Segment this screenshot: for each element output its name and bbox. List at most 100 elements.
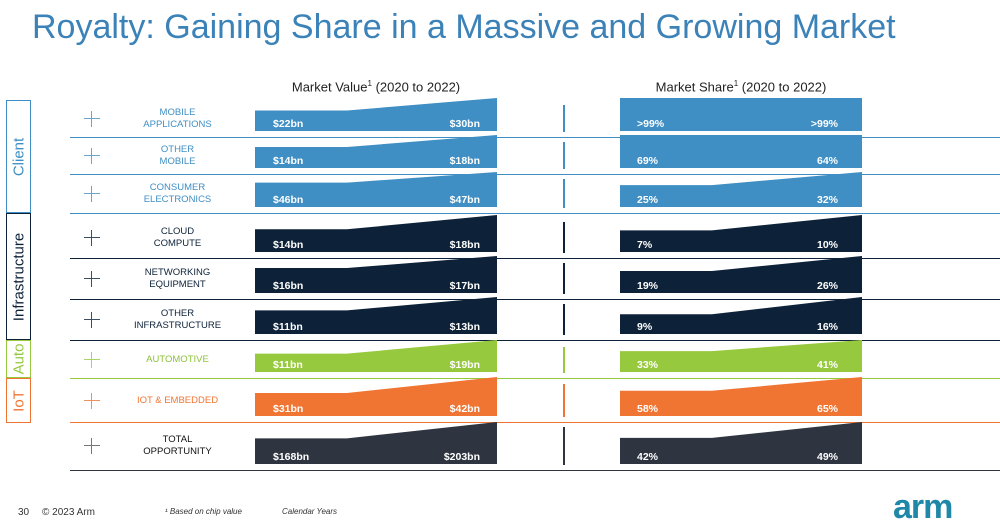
market-share-bar	[620, 135, 862, 168]
market-value-bar	[255, 98, 497, 131]
share-2022-label: 32%	[816, 194, 838, 206]
value-2022-label: $13bn	[449, 321, 480, 333]
market-value-bar	[255, 377, 497, 416]
row-label: IoT & Embedded	[120, 395, 235, 407]
row-label: Mobile Applications	[120, 107, 235, 131]
market-share-bar	[620, 297, 862, 334]
value-2020-label: $168bn	[273, 451, 310, 463]
row-label: Total Opportunity	[120, 434, 235, 458]
row-label-line: Automotive	[146, 354, 209, 365]
column-divider	[563, 222, 565, 253]
share-2022-label: 26%	[816, 280, 838, 292]
market-value-bar	[255, 422, 497, 464]
row-divider	[70, 378, 1000, 379]
share-2022-label: 64%	[816, 155, 838, 167]
calendar-note: Calendar Years	[282, 507, 337, 516]
market-share-bar	[620, 340, 862, 372]
share-2020-label: >99%	[637, 118, 665, 130]
market-share-bar	[620, 422, 862, 464]
share-2020-label: 33%	[637, 359, 659, 371]
column-divider	[563, 427, 565, 465]
row-label-line: Compute	[153, 237, 202, 249]
segment-auto: Auto	[6, 340, 31, 378]
row-divider	[70, 299, 1000, 300]
share-2022-label: 16%	[816, 321, 838, 333]
copyright: © 2023 Arm	[42, 507, 95, 518]
column-divider	[563, 179, 565, 208]
market-value-bar	[255, 340, 497, 372]
market-value-header: Market Value1 (2020 to 2022)	[291, 79, 461, 95]
value-2020-label: $31bn	[273, 403, 304, 415]
column-divider	[563, 347, 565, 373]
segment-infrastructure: Infrastructure	[6, 213, 31, 340]
plus-icon	[84, 438, 100, 454]
value-2022-label: $18bn	[449, 239, 480, 251]
plus-icon	[84, 311, 100, 328]
page-title: Royalty: Gaining Share in a Massive and …	[32, 8, 896, 46]
market-share-bar	[620, 377, 862, 416]
value-2020-label: $11bn	[273, 321, 303, 333]
row-label-line: Other	[160, 143, 195, 155]
value-2020-label: $22bn	[273, 118, 304, 130]
value-2022-label: $30bn	[449, 118, 480, 130]
market-share-bar	[620, 98, 862, 131]
value-2020-label: $14bn	[273, 155, 304, 167]
row-divider	[70, 258, 1000, 259]
page-number: 30	[18, 507, 30, 518]
row-label: Consumer Electronics	[120, 182, 235, 206]
value-2020-label: $11bn	[273, 359, 303, 371]
row-label-line: Infrastructure	[133, 319, 222, 331]
value-2022-label: $19bn	[449, 359, 480, 371]
row-label-line: IoT & Embedded	[136, 394, 219, 406]
share-2020-label: 58%	[637, 403, 659, 415]
row-label-line: Equipment	[149, 278, 206, 290]
row-divider	[70, 213, 1000, 214]
arm-logo: arm	[893, 488, 953, 526]
plus-icon	[84, 110, 100, 127]
value-2022-label: $18bn	[449, 155, 480, 167]
market-share-bar	[620, 215, 862, 252]
row-label: Other Mobile	[120, 144, 235, 168]
row-label: Cloud Compute	[120, 226, 235, 250]
column-divider	[563, 304, 565, 335]
row-divider	[70, 422, 1000, 423]
row-label-line: Cloud	[160, 225, 195, 237]
share-2022-label: 41%	[816, 359, 838, 371]
column-divider	[563, 384, 565, 417]
value-2020-label: $46bn	[273, 194, 304, 206]
column-divider	[563, 142, 565, 169]
market-value-bar	[255, 256, 497, 293]
row-divider	[70, 137, 1000, 138]
row-label-line: Opportunity	[143, 446, 212, 457]
market-share-header: Market Share1 (2020 to 2022)	[655, 79, 827, 95]
share-2022-label: 10%	[816, 239, 838, 251]
plus-icon	[84, 185, 100, 202]
value-2022-label: $17bn	[449, 280, 480, 292]
value-2020-label: $14bn	[273, 239, 304, 251]
plus-icon	[84, 147, 100, 164]
plus-icon	[84, 229, 100, 246]
row-label: Other Infrastructure	[120, 308, 235, 332]
share-2020-label: 9%	[637, 321, 653, 333]
row-label-line: Consumer	[149, 181, 206, 193]
market-value-bar	[255, 215, 497, 252]
row-label-line: Mobile	[159, 155, 196, 167]
value-2022-label: $47bn	[449, 194, 480, 206]
value-2022-label: $203bn	[443, 451, 480, 463]
share-2020-label: 69%	[637, 155, 659, 167]
market-value-bar	[255, 297, 497, 334]
value-2020-label: $16bn	[273, 280, 304, 292]
row-label-line: Electronics	[143, 193, 212, 205]
market-share-bar	[620, 172, 862, 207]
row-divider	[70, 470, 1000, 471]
share-2020-label: 7%	[637, 239, 653, 251]
plus-icon	[84, 352, 100, 368]
row-label-line: Other	[160, 307, 195, 319]
value-2022-label: $42bn	[449, 403, 480, 415]
share-2022-label: 49%	[816, 451, 838, 463]
plus-icon	[84, 392, 100, 409]
plus-icon	[84, 270, 100, 287]
row-divider	[70, 340, 1000, 341]
row-divider	[70, 174, 1000, 175]
share-2020-label: 42%	[637, 451, 659, 463]
